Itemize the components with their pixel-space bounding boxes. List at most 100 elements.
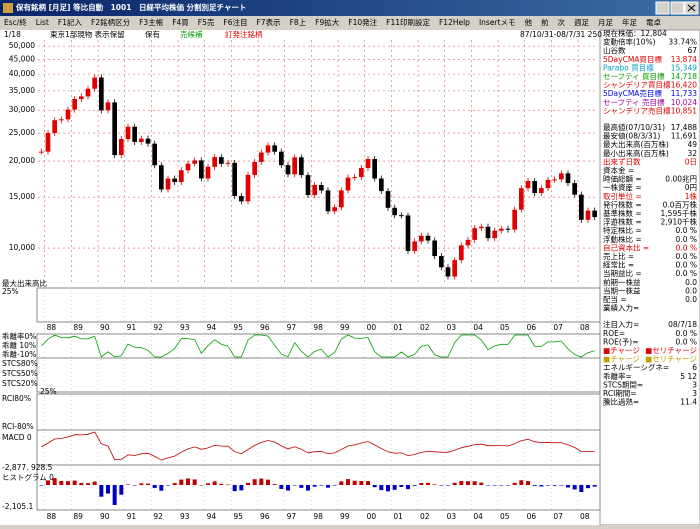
menu-item[interactable]: 週足 xyxy=(574,18,589,27)
candle xyxy=(519,188,524,210)
panel-label: STCS20% xyxy=(2,379,38,388)
histogram-bar xyxy=(206,483,210,485)
side-label: 業績入力= xyxy=(603,303,639,313)
menu-item[interactable]: Insertメモ xyxy=(479,18,516,27)
menu-item[interactable]: 前 xyxy=(541,17,549,27)
menu-item[interactable]: Esc/終 xyxy=(4,17,27,27)
side-label: 経常比 = xyxy=(603,260,634,270)
histogram-bar xyxy=(312,485,317,487)
candle xyxy=(399,215,404,217)
year-label: 89 xyxy=(73,323,83,332)
year-label: 96 xyxy=(260,323,270,332)
year-label: 98 xyxy=(313,512,323,521)
menu-item[interactable]: 年足 xyxy=(622,17,637,27)
year-label: 92 xyxy=(153,512,163,521)
side-value: 0.00兆円 xyxy=(665,174,697,184)
candle xyxy=(39,151,44,153)
maximize-button[interactable] xyxy=(670,1,685,15)
menu-item[interactable]: F3主帳 xyxy=(139,17,164,27)
candle xyxy=(199,160,204,179)
menu-item[interactable]: F4買 xyxy=(172,18,189,27)
range-label: 87/10/31-08/7/31 250 xyxy=(520,30,602,39)
candle xyxy=(392,207,397,216)
histogram-bar xyxy=(379,485,384,491)
side-value: 0円 xyxy=(685,183,697,192)
histogram-panel xyxy=(36,464,601,511)
candle xyxy=(492,230,497,239)
candle xyxy=(85,88,91,97)
menu-item[interactable]: F2銘柄区分 xyxy=(91,17,131,27)
menu-item[interactable]: F12Help xyxy=(439,18,470,27)
side-value: 17,488 xyxy=(671,123,697,132)
menu-item[interactable]: 月足 xyxy=(598,18,613,27)
candle xyxy=(205,166,211,179)
menu-item[interactable]: F5売 xyxy=(198,17,215,27)
histogram-bar xyxy=(219,483,224,485)
histogram-bar xyxy=(499,485,504,486)
sell-candidate-label: 売候補 xyxy=(180,29,203,39)
candle xyxy=(419,235,424,242)
side-value: 13,874 xyxy=(671,55,697,64)
menu-item[interactable]: F9拡大 xyxy=(315,17,340,27)
year-label: 01 xyxy=(393,323,403,332)
histogram-bar xyxy=(79,482,84,485)
menu-item[interactable]: F10発注 xyxy=(348,17,377,27)
side-label: Parabo 買目標 xyxy=(603,62,654,72)
histogram-bar xyxy=(372,485,377,488)
menu-item[interactable]: F7表示 xyxy=(256,17,281,27)
side-label: 浮遊株数 = xyxy=(603,217,642,227)
candle xyxy=(72,99,77,110)
side-label: ROE= xyxy=(603,329,625,338)
menu-item[interactable]: F8上 xyxy=(290,18,307,27)
candle xyxy=(265,145,271,153)
menu-item[interactable]: 電卓 xyxy=(646,17,661,27)
stochastic-panel xyxy=(36,357,601,393)
side-label: 売上比 = xyxy=(603,251,634,261)
panel-label: ヒストグラム 0 xyxy=(2,472,54,482)
side-label: 発行株数 = xyxy=(603,199,642,209)
histogram-bar xyxy=(226,484,230,486)
side-value: 11,691 xyxy=(671,132,697,141)
histogram-bar xyxy=(232,485,237,492)
side-value: 0.0百万株 xyxy=(663,199,698,209)
menu-item[interactable]: F6注目 xyxy=(223,17,247,27)
candle xyxy=(279,151,284,166)
side-label: セーフティ 売目標 xyxy=(603,97,665,107)
side-label: 特定株比 = xyxy=(603,225,642,235)
candle xyxy=(372,158,377,179)
year-label: 03 xyxy=(447,512,457,521)
candle xyxy=(119,139,124,156)
candle xyxy=(319,185,324,191)
histogram-bar xyxy=(252,479,257,485)
y-tick-label: 45,000 xyxy=(9,54,35,63)
menu-item[interactable]: 次 xyxy=(557,17,565,27)
histogram-bar xyxy=(212,481,217,485)
candle xyxy=(339,190,344,208)
histogram-bar xyxy=(546,485,550,486)
side-value: 3 xyxy=(692,389,697,398)
minimize-button[interactable] xyxy=(655,1,670,15)
menu-item[interactable]: F1記入 xyxy=(58,17,83,27)
histogram-bar xyxy=(579,485,584,493)
side-label: 最大出来高(百万株) xyxy=(603,139,669,149)
candle xyxy=(165,178,171,190)
menu-item[interactable]: F11印刷設定 xyxy=(386,17,430,27)
year-label: 04 xyxy=(473,512,483,521)
candle xyxy=(79,96,84,100)
year-label: 92 xyxy=(153,323,163,332)
side-value: 0.0 % xyxy=(676,261,697,270)
y-tick-label: 40,000 xyxy=(9,69,35,78)
histogram-bar xyxy=(459,481,464,485)
year-label: 05 xyxy=(500,512,510,521)
app-icon xyxy=(3,3,13,13)
histogram-bar xyxy=(46,480,50,485)
side-value: 32 xyxy=(687,149,697,158)
candle xyxy=(572,183,577,195)
candle xyxy=(359,167,364,178)
menu-item[interactable]: List xyxy=(36,18,49,27)
histogram-bar xyxy=(419,483,424,485)
side-label: 5DayCMA買目標 xyxy=(603,54,662,64)
menu-item[interactable]: 他 xyxy=(524,17,532,27)
candle xyxy=(592,210,597,218)
histogram-bar xyxy=(359,480,364,485)
